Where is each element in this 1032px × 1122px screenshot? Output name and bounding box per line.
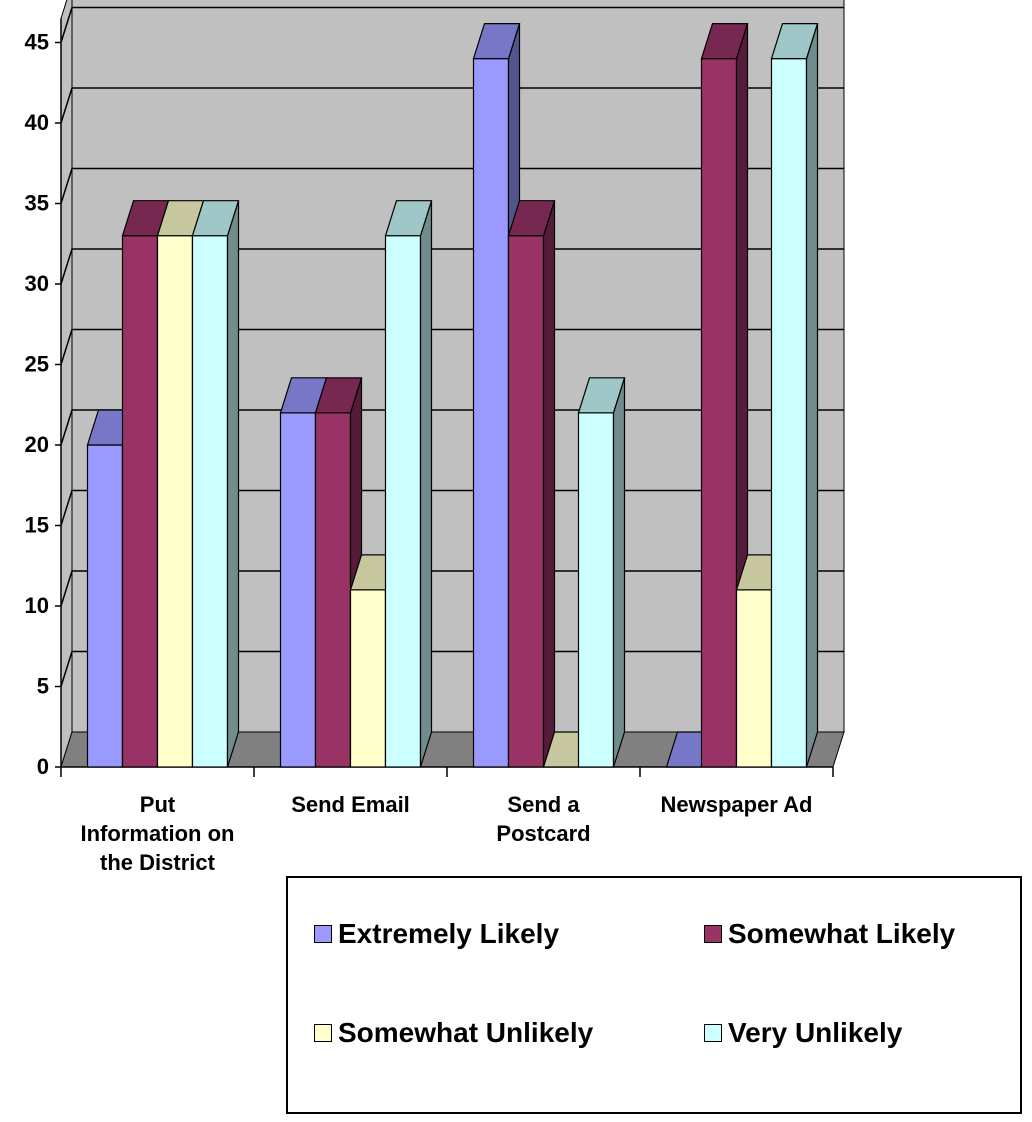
bar-front — [349, 589, 387, 768]
gridline — [60, 248, 844, 285]
bar-top — [472, 23, 521, 60]
bar-top — [507, 200, 556, 237]
bar-side — [612, 377, 626, 768]
gridline — [60, 87, 844, 124]
legend-item-somewhat-likely: Somewhat Likely — [704, 918, 955, 950]
legend-swatch-somewhat-unlikely — [314, 1024, 332, 1042]
bar — [384, 200, 433, 768]
bar-top — [770, 23, 819, 60]
y-axis-tick-labels: 0 5 10 15 20 25 30 35 40 45 — [25, 30, 49, 780]
bar-front — [700, 57, 738, 768]
legend-label: Somewhat Likely — [728, 918, 956, 949]
gridline — [60, 167, 844, 204]
y-tick-label: 25 — [25, 352, 49, 377]
legend-item-somewhat-unlikely: Somewhat Unlikely — [314, 1017, 593, 1049]
x-category-label: Newspaper Ad — [660, 792, 812, 817]
bar-side — [226, 200, 240, 768]
bar-front — [770, 57, 808, 768]
bar-side — [419, 200, 433, 768]
y-tick-label: 35 — [25, 191, 49, 216]
y-tick-label: 30 — [25, 271, 49, 296]
bar-front — [279, 412, 317, 768]
y-tick-label: 40 — [25, 110, 49, 135]
bar-top — [384, 200, 433, 237]
legend-item-very-unlikely: Very Unlikely — [704, 1017, 902, 1049]
legend-label: Extremely Likely — [338, 918, 560, 949]
legend-swatch-very-unlikely — [704, 1024, 722, 1042]
bar-front — [314, 412, 352, 768]
y-tick-label: 5 — [37, 674, 49, 699]
bar-top — [191, 200, 240, 237]
y-tick-label: 45 — [25, 30, 49, 55]
y-tick-label: 10 — [25, 593, 49, 618]
chart-plot: 0 5 10 15 20 25 30 35 40 45 Put Information on the … — [25, 0, 845, 870]
legend-swatch-somewhat-likely — [704, 925, 722, 943]
bar-front — [121, 235, 159, 768]
y-tick-label: 20 — [25, 432, 49, 457]
legend-label: Somewhat Unlikely — [338, 1017, 594, 1048]
bar — [507, 200, 556, 768]
bar — [770, 23, 819, 768]
y-tick-label: 15 — [25, 513, 49, 538]
legend-swatch-extremely-likely — [314, 925, 332, 943]
chart-bars — [86, 23, 819, 768]
bar — [191, 200, 240, 768]
y-tick-label: 0 — [37, 754, 49, 779]
legend-item-extremely-likely: Extremely Likely — [314, 918, 559, 950]
bar-top — [700, 23, 749, 60]
bar-front — [507, 235, 545, 768]
bar-side — [542, 200, 556, 768]
side-wall — [60, 0, 73, 768]
bar-side — [805, 23, 819, 768]
bar-top — [314, 377, 363, 414]
x-category-label: Send Email — [291, 792, 410, 817]
x-category-label: Send a Postcard — [496, 792, 590, 846]
chart-legend: Extremely Likely Somewhat Likely Somewha… — [286, 876, 1022, 1114]
bar-front — [735, 589, 773, 768]
legend-label: Very Unlikely — [728, 1017, 903, 1048]
gridline — [60, 328, 844, 365]
bar-front — [191, 235, 229, 768]
bar-front — [384, 235, 422, 768]
bar-top — [577, 377, 626, 414]
bar-front — [86, 444, 124, 768]
bar — [577, 377, 626, 768]
bar-front — [156, 235, 194, 768]
gridline — [60, 6, 844, 43]
bar-front — [577, 412, 615, 768]
bar-front — [472, 57, 510, 768]
